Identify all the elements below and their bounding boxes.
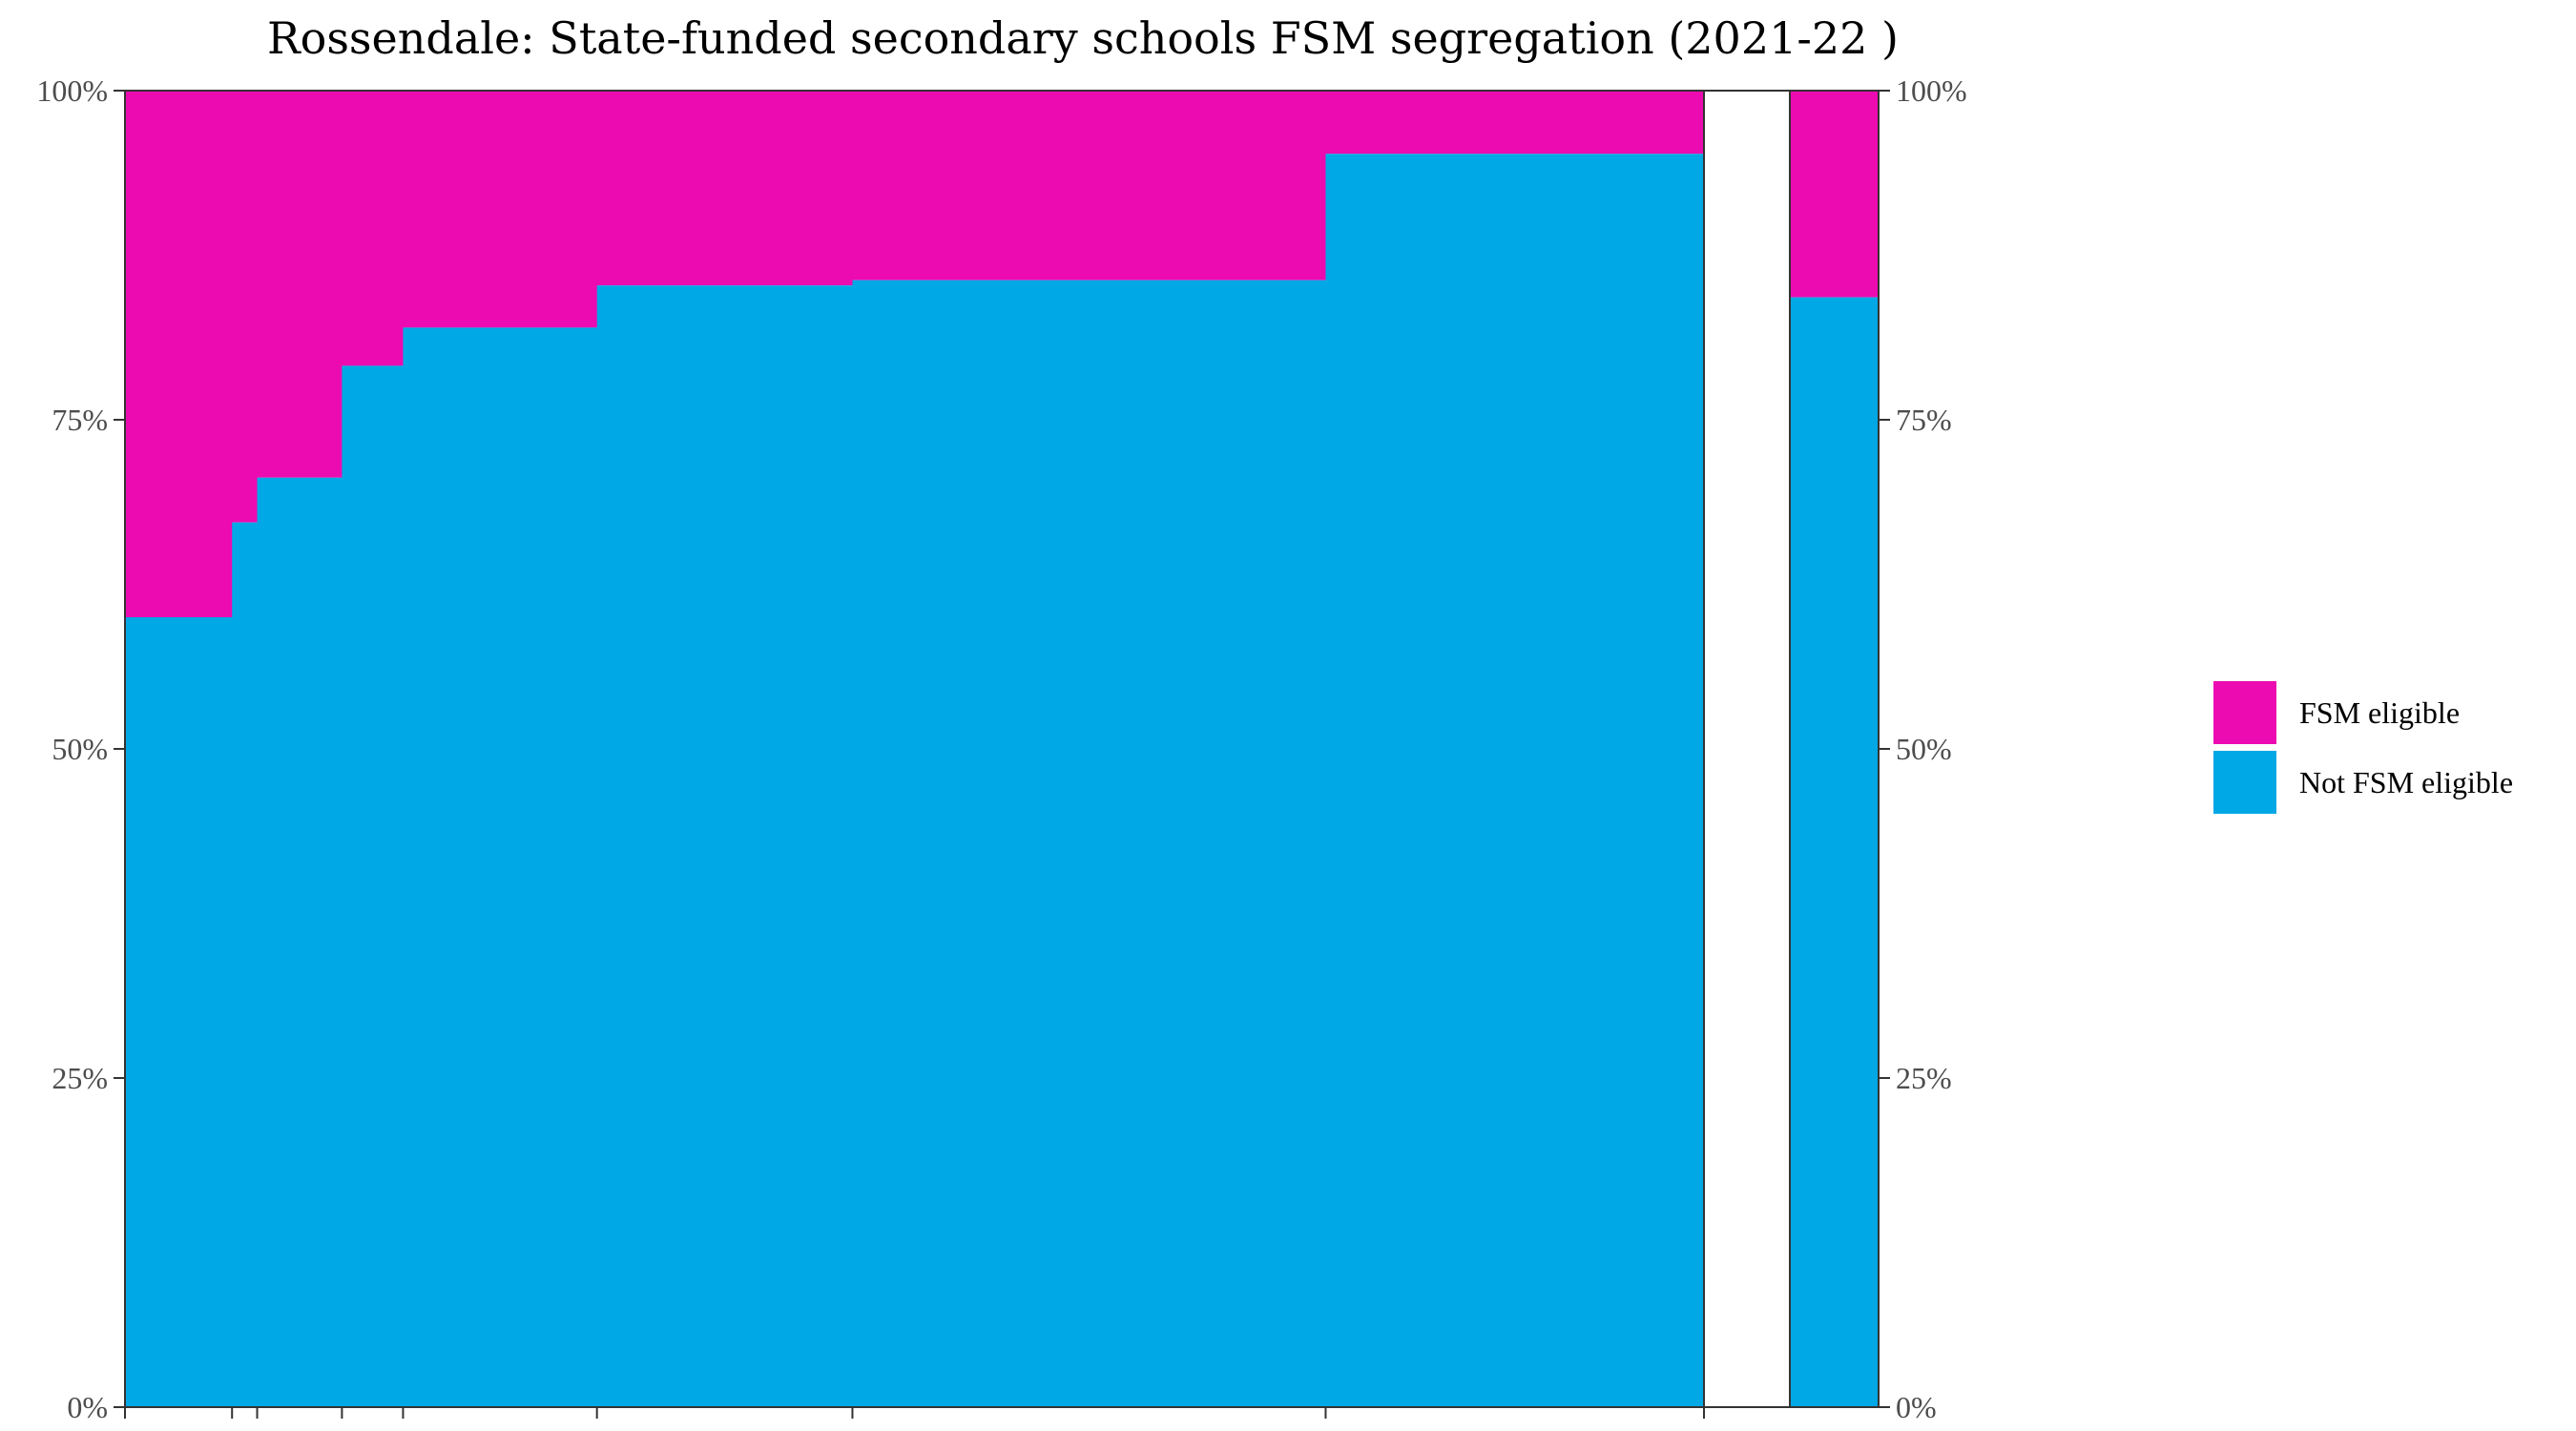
bar-fsm-eligible-school-6 <box>596 91 854 286</box>
plot-area <box>125 91 1879 1408</box>
legend-label-fsm-eligible: FSM eligible <box>2299 695 2460 730</box>
bar-fsm-eligible-school-8 <box>1325 91 1705 155</box>
bar-fsm-eligible-school-1 <box>125 91 233 617</box>
legend-label-not-fsm-eligible: Not FSM eligible <box>2299 765 2513 799</box>
y-tick-label-left: 25% <box>52 1061 108 1095</box>
y-tick-label-right: 100% <box>1896 73 1967 108</box>
y-tick-label-right: 75% <box>1896 403 1952 437</box>
bar-not-fsm-eligible-school-7 <box>852 280 1327 1408</box>
y-tick-label-left: 50% <box>52 732 108 766</box>
bar-not-fsm-eligible-school-8 <box>1325 154 1705 1408</box>
bar-fsm-eligible-school-3 <box>257 91 343 478</box>
y-tick-label-left: 0% <box>67 1390 108 1424</box>
legend: FSM eligible Not FSM eligible <box>2213 681 2513 814</box>
axes: 0% 0% 25% 25% 50% 50% 75% 75% 100% 100% <box>36 73 1966 1424</box>
y-tick-label-left: 75% <box>52 403 108 437</box>
bar-not-fsm-eligible-school-2 <box>232 522 259 1407</box>
y-tick-label-left: 100% <box>36 73 108 108</box>
y-tick-label-right: 25% <box>1896 1061 1952 1095</box>
bar-fsm-eligible-overall <box>1790 91 1879 298</box>
bar-fsm-eligible-school-4 <box>342 91 405 366</box>
bar-not-fsm-eligible-school-6 <box>596 285 854 1407</box>
bar-not-fsm-eligible-school-4 <box>342 365 405 1407</box>
bar-not-fsm-eligible-overall <box>1790 297 1879 1407</box>
legend-key-not-fsm-eligible <box>2213 751 2276 814</box>
y-tick-label-right: 50% <box>1896 732 1952 766</box>
legend-key-fsm-eligible <box>2213 681 2276 744</box>
y-tick-label-right: 0% <box>1896 1390 1937 1424</box>
bar-not-fsm-eligible-school-5 <box>403 327 598 1407</box>
bar-fsm-eligible-school-7 <box>852 91 1327 280</box>
bar-fsm-eligible-school-5 <box>403 91 598 328</box>
bar-not-fsm-eligible-school-1 <box>125 617 233 1407</box>
plot-frame-gap <box>1703 90 1791 1408</box>
bar-not-fsm-eligible-school-3 <box>257 477 343 1408</box>
chart-title: Rossendale: State-funded secondary schoo… <box>267 12 1899 64</box>
bar-fsm-eligible-school-2 <box>232 91 259 523</box>
